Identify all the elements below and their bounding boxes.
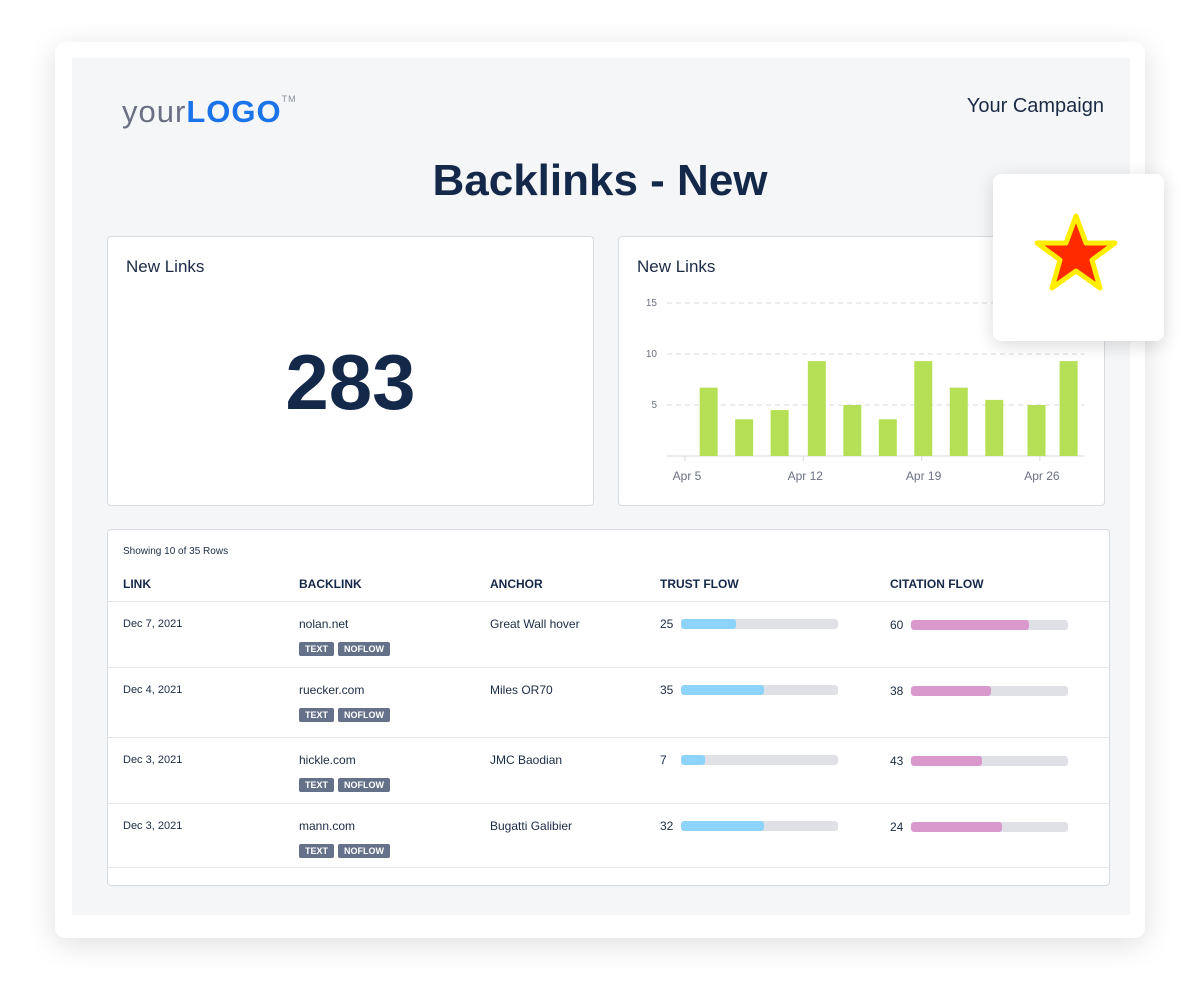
table-divider bbox=[108, 867, 1109, 868]
header-trust-flow[interactable]: TRUST FLOW bbox=[660, 577, 739, 591]
tag-badge: NOFLOW bbox=[338, 708, 391, 722]
backlinks-table: Showing 10 of 35 Rows LINK BACKLINK ANCH… bbox=[107, 529, 1110, 886]
bar bbox=[699, 387, 718, 456]
citation-flow-bar bbox=[911, 822, 1068, 832]
kpi-title: New Links bbox=[126, 257, 205, 276]
tag-badge: NOFLOW bbox=[338, 642, 391, 656]
backlink-tags: TEXT NOFLOW bbox=[299, 641, 394, 656]
x-tick-label: Apr 12 bbox=[788, 469, 824, 483]
chart-title: New Links bbox=[637, 257, 716, 276]
logo-tm: TM bbox=[281, 94, 297, 104]
header-backlink[interactable]: BACKLINK bbox=[299, 577, 362, 591]
trust-flow-bar bbox=[681, 685, 838, 695]
trust-flow-value: 25 bbox=[660, 617, 674, 631]
y-tick-label: 15 bbox=[646, 298, 658, 309]
backlink-tags: TEXT NOFLOW bbox=[299, 707, 394, 722]
y-tick-label: 5 bbox=[651, 400, 657, 411]
logo-prefix: your bbox=[122, 94, 187, 129]
page-title: Backlinks - New bbox=[432, 156, 768, 205]
table-row: Dec 7, 2021 nolan.net TEXT NOFLOW Great W… bbox=[108, 601, 1109, 667]
table-row: Dec 4, 2021 ruecker.com TEXT NOFLOW Miles… bbox=[108, 667, 1109, 737]
bar bbox=[807, 361, 826, 456]
trust-flow-value: 35 bbox=[660, 683, 674, 697]
bar bbox=[878, 419, 897, 456]
link-date: Dec 4, 2021 bbox=[123, 684, 183, 696]
tag-badge: TEXT bbox=[299, 844, 335, 858]
backlink-tags: TEXT NOFLOW bbox=[299, 777, 394, 792]
kpi-card: New Links 283 bbox=[107, 236, 594, 506]
campaign-name: Your Campaign bbox=[966, 95, 1104, 117]
bar bbox=[1027, 405, 1046, 456]
link-date: Dec 3, 2021 bbox=[123, 754, 183, 766]
star-icon bbox=[1034, 213, 1118, 291]
star-badge bbox=[993, 174, 1164, 341]
anchor-text: Miles OR70 bbox=[490, 683, 553, 697]
x-tick-label: Apr 5 bbox=[673, 469, 702, 483]
bar bbox=[914, 361, 933, 456]
backlink-url[interactable]: ruecker.com bbox=[299, 683, 365, 697]
citation-flow-bar bbox=[911, 686, 1068, 696]
anchor-text: Bugatti Galibier bbox=[490, 819, 573, 833]
tag-badge: NOFLOW bbox=[338, 778, 391, 792]
trust-flow-value: 7 bbox=[660, 753, 667, 767]
table-row: Dec 3, 2021 hickle.com TEXT NOFLOW JMC Ba… bbox=[108, 737, 1109, 803]
trust-flow-bar bbox=[681, 821, 838, 831]
kpi-value: 283 bbox=[285, 338, 416, 426]
citation-flow-value: 38 bbox=[890, 684, 904, 698]
link-date: Dec 3, 2021 bbox=[123, 820, 183, 832]
tag-badge: NOFLOW bbox=[338, 844, 391, 858]
row-count: Showing 10 of 35 Rows bbox=[123, 546, 229, 557]
logo: yourLOGOTM bbox=[122, 94, 297, 130]
header-citation-flow[interactable]: CITATION FLOW bbox=[890, 577, 984, 591]
bar bbox=[735, 419, 754, 456]
table-row: Dec 3, 2021 mann.com TEXT NOFLOW Bugatti … bbox=[108, 803, 1109, 867]
citation-flow-value: 43 bbox=[890, 754, 904, 768]
tag-badge: TEXT bbox=[299, 708, 335, 722]
bar bbox=[843, 405, 862, 456]
link-date: Dec 7, 2021 bbox=[123, 618, 183, 630]
citation-flow-bar bbox=[911, 620, 1068, 630]
anchor-text: JMC Baodian bbox=[490, 753, 563, 767]
y-tick-label: 10 bbox=[646, 349, 658, 360]
backlink-url[interactable]: hickle.com bbox=[299, 753, 356, 767]
backlink-url[interactable]: mann.com bbox=[299, 819, 356, 833]
anchor-text: Great Wall hover bbox=[490, 617, 580, 631]
trust-flow-bar bbox=[681, 755, 838, 765]
x-tick-label: Apr 26 bbox=[1024, 469, 1060, 483]
citation-flow-value: 24 bbox=[890, 820, 904, 834]
trust-flow-value: 32 bbox=[660, 819, 674, 833]
trust-flow-bar bbox=[681, 619, 838, 629]
tag-badge: TEXT bbox=[299, 642, 335, 656]
backlink-url[interactable]: nolan.net bbox=[299, 617, 349, 631]
bar bbox=[770, 410, 789, 456]
header-link[interactable]: LINK bbox=[123, 577, 151, 591]
bar bbox=[949, 387, 968, 456]
logo-main: LOGO bbox=[186, 94, 282, 129]
tag-badge: TEXT bbox=[299, 778, 335, 792]
header-anchor[interactable]: ANCHOR bbox=[490, 577, 543, 591]
backlink-tags: TEXT NOFLOW bbox=[299, 843, 394, 858]
citation-flow-value: 60 bbox=[890, 618, 904, 632]
bar bbox=[985, 399, 1004, 456]
citation-flow-bar bbox=[911, 756, 1068, 766]
x-tick-label: Apr 19 bbox=[906, 469, 942, 483]
bar bbox=[1059, 361, 1078, 456]
bar-chart: 5 10 15 Apr 5 Apr 12 Apr 19 Apr 26 bbox=[646, 298, 1084, 483]
